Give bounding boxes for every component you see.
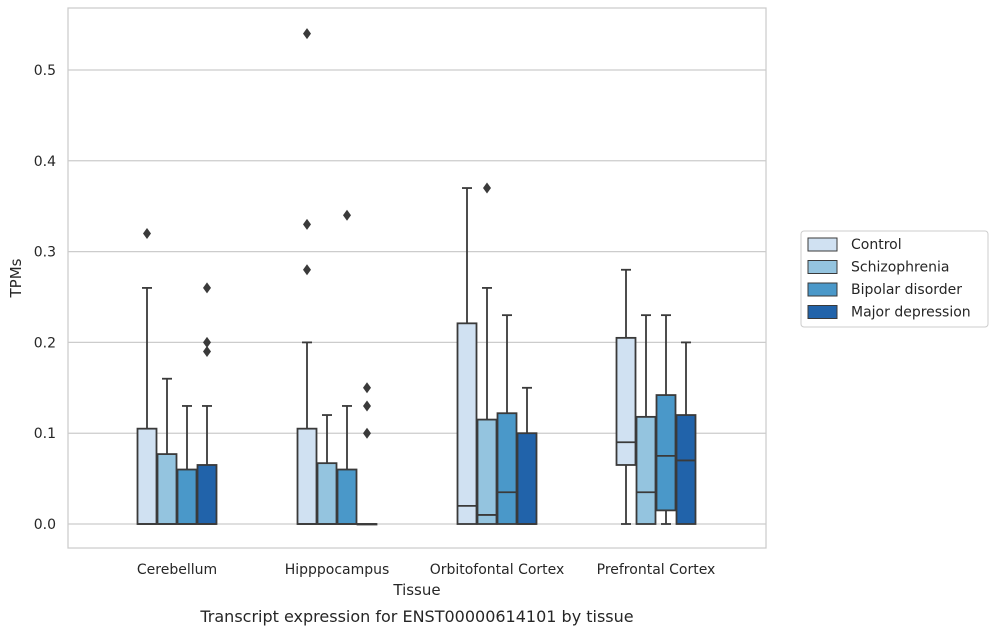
legend-swatch — [807, 237, 838, 252]
x-tick-labels: Cerebellum Hipppocampus Orbitofontal Corte… — [137, 562, 715, 578]
box-iqr — [635, 415, 657, 525]
outlier-point — [203, 336, 211, 348]
outlier-point — [303, 218, 311, 230]
outlier-point — [363, 427, 371, 439]
box-control — [456, 187, 478, 525]
y-tick-label: 0.4 — [34, 154, 56, 170]
box-iqr — [336, 468, 358, 525]
box-iqr — [675, 414, 697, 525]
legend-entry-label: Control — [851, 237, 902, 253]
legend: Control Schizophrenia Bipolar disorder Majo… — [800, 230, 989, 328]
box-bipolar-disorder — [336, 209, 358, 525]
x-tick-label: Prefrontal Cortex — [597, 562, 716, 578]
box-bipolar-disorder — [496, 314, 518, 525]
outlier-point — [203, 282, 211, 294]
box-iqr — [476, 418, 498, 525]
x-tick-label: Orbitofontal Cortex — [430, 562, 565, 578]
box-iqr — [176, 468, 198, 525]
x-tick-label: Hipppocampus — [285, 562, 390, 578]
box-iqr — [196, 464, 218, 525]
legend-entry-label: Schizophrenia — [851, 260, 949, 276]
outlier-point — [363, 382, 371, 394]
x-tick-label: Cerebellum — [137, 562, 217, 578]
box-iqr — [316, 462, 338, 525]
legend-swatch — [807, 260, 838, 274]
y-tick-label: 0.0 — [34, 517, 56, 533]
legend-entry-label: Major depression — [851, 305, 971, 321]
outlier-point — [483, 182, 491, 194]
outlier-point — [303, 28, 311, 40]
y-tick-label: 0.3 — [34, 245, 56, 261]
boxes-layer — [136, 28, 697, 526]
outlier-point — [363, 400, 371, 412]
legend-frame — [800, 230, 989, 328]
outlier-point — [203, 345, 211, 357]
box-iqr — [516, 432, 538, 525]
legend-entry-label: Bipolar disorder — [851, 282, 962, 298]
box-schizophrenia — [476, 182, 498, 525]
outlier-point — [303, 264, 311, 276]
box-schizophrenia — [316, 414, 338, 525]
y-tick-label: 0.5 — [34, 63, 56, 79]
plot-frame — [67, 7, 767, 549]
box-major-depression — [196, 282, 218, 525]
box-control — [136, 227, 158, 525]
box-iqr — [456, 322, 478, 525]
box-schizophrenia — [156, 377, 178, 525]
box-schizophrenia — [635, 314, 657, 525]
box-bipolar-disorder — [655, 314, 677, 525]
legend-swatch — [807, 305, 838, 319]
box-bipolar-disorder — [176, 405, 198, 525]
box-control — [296, 28, 318, 525]
legend-swatch — [807, 282, 838, 297]
box-major-depression — [516, 386, 538, 525]
y-tick-labels: 0.0 0.1 0.2 0.3 0.4 0.5 — [34, 63, 56, 533]
box-iqr — [156, 453, 178, 525]
x-axis-label: Tissue — [392, 581, 440, 599]
box-iqr — [496, 412, 518, 525]
box-major-depression — [356, 382, 378, 526]
box-iqr — [655, 394, 677, 512]
y-tick-label: 0.1 — [34, 426, 56, 442]
chart-caption: Transcript expression for ENST0000061410… — [199, 607, 633, 626]
outlier-point — [343, 209, 351, 221]
box-iqr — [615, 336, 637, 466]
outlier-point — [143, 227, 151, 239]
y-axis-label: TPMs — [7, 258, 25, 298]
box-control — [615, 268, 637, 525]
box-iqr — [136, 427, 158, 525]
box-major-depression — [675, 341, 697, 525]
box-iqr — [296, 427, 318, 525]
y-tick-label: 0.2 — [34, 335, 56, 351]
